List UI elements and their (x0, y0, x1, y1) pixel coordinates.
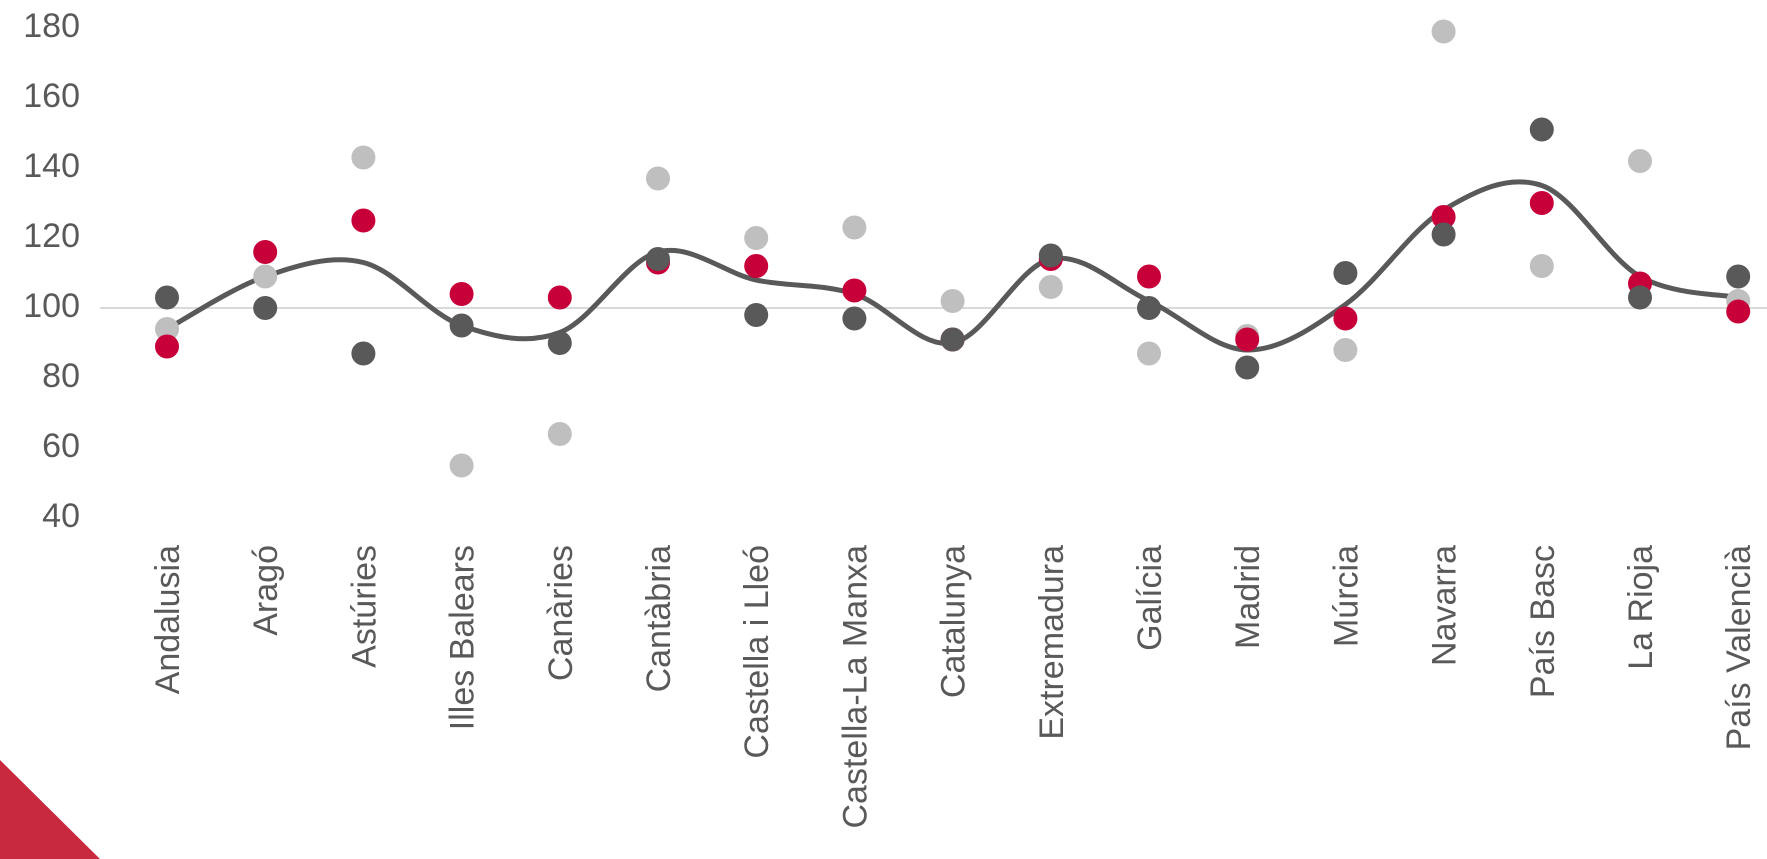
category-label: País Valencià (1720, 545, 1758, 750)
x-axis: Andalusia Aragó Astúries Illes Balears Canàr… (149, 545, 1758, 829)
data-point (547, 285, 572, 310)
data-point (1529, 117, 1554, 142)
data-point (1137, 264, 1161, 289)
data-point (744, 254, 769, 278)
category-label: País Basc (1524, 545, 1562, 698)
data-point (646, 247, 670, 271)
category-label: Múrcia (1327, 545, 1365, 647)
data-point (1333, 338, 1358, 362)
data-point (155, 285, 179, 310)
data-point (1235, 327, 1260, 352)
data-point (1431, 205, 1456, 229)
series-line (164, 179, 1741, 353)
y-tick-label: 120 (23, 217, 80, 255)
category-label: La Rioja (1622, 545, 1660, 670)
category-label: Illes Balears (444, 545, 482, 730)
y-axis: 40 60 80 100 120 140 160 180 (23, 7, 80, 535)
y-tick-label: 160 (23, 77, 80, 115)
data-point (253, 264, 278, 289)
data-point (744, 226, 769, 250)
data-point (940, 327, 965, 352)
data-point (1333, 261, 1358, 285)
category-label: Madrid (1229, 545, 1267, 649)
data-point (1137, 296, 1161, 320)
category-label: Extremadura (1033, 545, 1071, 740)
data-point (842, 278, 867, 303)
data-point (646, 166, 670, 191)
data-point (1038, 275, 1063, 299)
category-label: Cantàbria (640, 545, 678, 693)
category-label: Catalunya (935, 545, 973, 698)
data-point (1333, 306, 1358, 331)
data-point (253, 296, 278, 320)
data-point (1628, 149, 1652, 173)
data-point (547, 422, 572, 446)
category-label: Castella i Lleó (738, 545, 776, 759)
data-point (1529, 191, 1554, 215)
series-lines (164, 179, 1741, 353)
category-label: Galícia (1131, 545, 1169, 651)
data-point (351, 208, 376, 233)
data-point (449, 282, 474, 306)
category-label: Canàries (542, 545, 580, 681)
data-point (940, 289, 965, 313)
y-tick-label: 100 (23, 287, 80, 325)
y-tick-label: 40 (42, 497, 80, 535)
data-point (1235, 355, 1260, 380)
data-point (1628, 285, 1652, 310)
data-point (351, 145, 376, 170)
data-point (351, 341, 376, 366)
data-point (1726, 264, 1751, 289)
data-point (253, 240, 278, 264)
category-label: Aragó (247, 545, 285, 636)
data-point (842, 306, 867, 331)
corner-decoration (0, 760, 100, 859)
data-point (449, 313, 474, 338)
data-point (1137, 341, 1161, 366)
series-points (155, 19, 1751, 478)
category-label: Astúries (345, 545, 383, 668)
category-label: Andalusia (149, 545, 187, 694)
category-label: Navarra (1426, 545, 1464, 666)
y-tick-label: 60 (42, 427, 80, 465)
data-point (155, 317, 179, 341)
data-point (1431, 19, 1456, 44)
data-point (547, 331, 572, 355)
y-tick-label: 180 (23, 7, 80, 45)
data-point (1726, 299, 1751, 324)
data-point (842, 215, 867, 240)
category-label: Castella-La Manxa (836, 545, 874, 829)
data-point (155, 334, 179, 359)
data-point (1529, 254, 1554, 278)
data-point (1038, 243, 1063, 268)
data-point (744, 303, 769, 327)
data-point (1431, 222, 1456, 247)
y-tick-label: 140 (23, 147, 80, 185)
data-point (449, 453, 474, 478)
y-tick-label: 80 (42, 357, 80, 395)
